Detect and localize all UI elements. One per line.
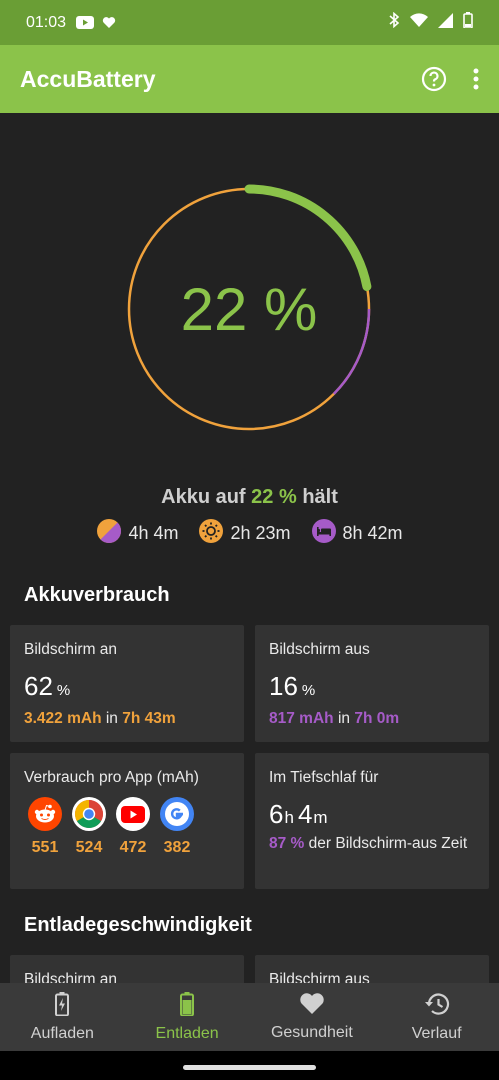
summary-prefix: Akku auf (161, 486, 246, 508)
card-screen-on-percent: 62% (24, 671, 71, 701)
gesture-handle[interactable] (183, 1065, 316, 1070)
screen-on-sun-icon (198, 518, 224, 549)
estimate-mixed-value: 4h 4m (128, 523, 179, 543)
deep-sleep-duration: 6h 4m (269, 799, 328, 829)
battery-summary: Akku auf 22 % hält (0, 486, 499, 509)
estimate-sleep: 8h 42m (311, 518, 403, 549)
battery-ring: 22 % (124, 184, 374, 434)
help-icon[interactable] (421, 66, 447, 92)
app-reddit[interactable]: 551 (28, 797, 62, 857)
estimate-sleep-value: 8h 42m (342, 523, 403, 543)
nav-verlauf[interactable]: Verlauf (374, 983, 499, 1051)
card-screen-off-detail: 817 mAh in 7h 0m (269, 710, 400, 727)
mixed-usage-icon (96, 518, 122, 549)
sleep-bed-icon (311, 518, 337, 549)
nav-verlauf-label: Verlauf (411, 1024, 462, 1042)
nav-aufladen-label: Aufladen (30, 1024, 94, 1042)
nav-gesundheit[interactable]: Gesundheit (250, 983, 375, 1051)
youtube-notification-icon (76, 16, 95, 29)
card-deep-sleep[interactable]: Im Tiefschlaf für 6h 4m 87 % der Bildschi… (255, 753, 489, 889)
card-screen-on-detail: 3.422 mAh in 7h 43m (24, 710, 176, 727)
discharging-battery-icon (180, 991, 195, 1021)
card-screen-on[interactable]: Bildschirm an 62% 3.422 mAh in 7h 43m (10, 625, 244, 742)
deep-sleep-detail: 87 % der Bildschirm-aus Zeit (269, 835, 468, 852)
app-youtube-value: 472 (119, 839, 147, 856)
youtube-icon (116, 797, 150, 831)
nav-entladen[interactable]: Entladen (125, 983, 250, 1051)
app-google-value: 382 (163, 839, 191, 856)
card-screen-on-label: Bildschirm an (24, 641, 118, 658)
bottom-nav: Aufladen Entladen Gesundheit Verlauf (0, 983, 499, 1051)
summary-suffix: hält (302, 486, 338, 508)
section-title-discharge: Entladegeschwindigkeit (24, 914, 252, 936)
summary-percent: 22 % (251, 486, 297, 508)
status-time: 01:03 (26, 13, 67, 31)
app-chrome-value: 524 (75, 839, 103, 856)
history-icon (424, 992, 450, 1021)
card-screen-off[interactable]: Bildschirm aus 16% 817 mAh in 7h 0m (255, 625, 489, 742)
bluetooth-icon (388, 11, 400, 33)
chrome-icon (72, 797, 106, 831)
estimate-mixed: 4h 4m (96, 518, 178, 549)
app-reddit-value: 551 (31, 839, 59, 856)
charging-battery-icon (55, 991, 70, 1021)
card-screen-off-percent: 16% (269, 671, 316, 701)
charge-arc (244, 184, 372, 292)
estimate-screen-on: 2h 23m (198, 518, 291, 549)
section-title-usage: Akkuverbrauch (24, 584, 170, 606)
more-options-icon[interactable] (473, 68, 479, 90)
app-chrome[interactable]: 524 (72, 797, 106, 857)
card-deep-sleep-label: Im Tiefschlaf für (269, 769, 379, 786)
estimate-screen-on-value: 2h 23m (230, 523, 291, 543)
google-icon (160, 797, 194, 831)
app-title: AccuBattery (20, 65, 156, 92)
status-bar: 01:03 (0, 0, 499, 45)
card-screen-off-label: Bildschirm aus (269, 641, 370, 658)
card-per-app-label: Verbrauch pro App (mAh) (24, 769, 199, 786)
battery-percent: 22 % (180, 275, 318, 343)
battery-status-icon (463, 12, 473, 33)
app-list: 551 524 472 382 (28, 797, 230, 857)
time-estimates: 4h 4m 2h 23m 8h 42m (0, 518, 499, 549)
app-google[interactable]: 382 (160, 797, 194, 857)
heart-notification-icon (102, 16, 116, 29)
app-bar: AccuBattery (0, 45, 499, 113)
app-youtube[interactable]: 472 (116, 797, 150, 857)
reddit-icon (28, 797, 62, 831)
cell-signal-icon (438, 12, 453, 33)
wifi-icon (410, 13, 428, 32)
nav-aufladen[interactable]: Aufladen (0, 983, 125, 1051)
heart-icon (299, 992, 325, 1020)
card-per-app[interactable]: Verbrauch pro App (mAh) 551 524 472 382 (10, 753, 244, 889)
nav-gesundheit-label: Gesundheit (270, 1024, 353, 1041)
nav-entladen-label: Entladen (155, 1024, 219, 1042)
